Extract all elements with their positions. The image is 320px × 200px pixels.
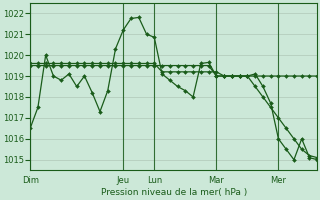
- X-axis label: Pression niveau de la mer( hPa ): Pression niveau de la mer( hPa ): [100, 188, 247, 197]
